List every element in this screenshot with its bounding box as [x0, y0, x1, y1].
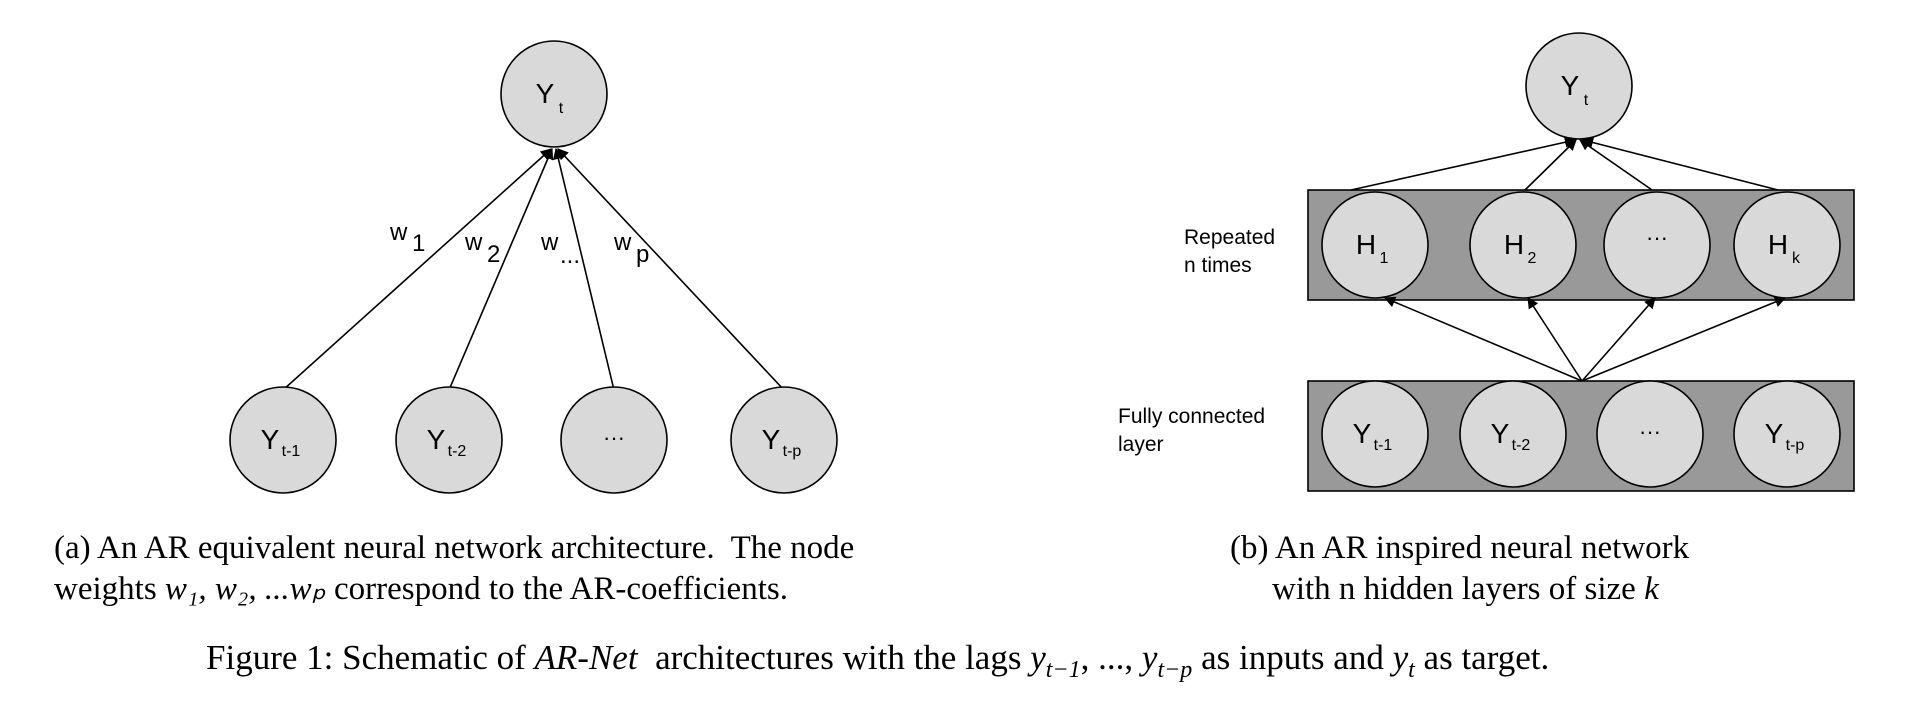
edge-b-h3 [1579, 139, 1653, 191]
edge-b-i1 [1383, 296, 1583, 382]
edge-b-i3 [1581, 297, 1656, 382]
hidden-label-line2: n times [1184, 254, 1252, 277]
node-b-input-4: Y t-p [1733, 380, 1841, 488]
node-a-input-2-sub: t-2 [448, 443, 467, 460]
panel-b-diagram: Y t H 1 H 2 ··· H k Y t-1 [1118, 32, 1855, 492]
edge-a-2 [448, 147, 554, 391]
node-b-input-1: Y t-1 [1321, 380, 1429, 488]
weight-label-1-main: w [389, 219, 408, 246]
weight-label-3: w ... [540, 229, 580, 269]
node-b-hidden-4: H k [1733, 191, 1841, 299]
node-a-input-3-main: ··· [603, 425, 625, 450]
node-b-hidden-2-main: H [1504, 229, 1524, 260]
weight-label-4-main: w [613, 229, 632, 256]
weight-label-1: w 1 [389, 219, 425, 257]
node-a-input-1: Y t-1 [229, 386, 337, 494]
figure-caption-lag1-sub: t−1 [1045, 657, 1081, 683]
figure-caption-suffix: as target. [1414, 638, 1550, 677]
edge-b-i2 [1527, 297, 1583, 382]
caption-a-line2-post: correspond to the AR-coefficients. [325, 571, 788, 607]
node-b-hidden-3-main: ··· [1646, 225, 1668, 250]
hidden-label-line1: Repeated [1184, 226, 1275, 249]
node-a-input-3: ··· [560, 386, 668, 494]
node-b-input-2-sub: t-2 [1512, 437, 1531, 454]
node-b-input-2: Y t-2 [1459, 380, 1567, 488]
node-b-input-4-sub: t-p [1786, 437, 1805, 454]
figure-caption-lag1-main: y [1030, 638, 1046, 677]
figure-caption-as-inputs: as inputs and [1192, 638, 1393, 677]
weight-label-2-sub: 2 [487, 241, 500, 268]
node-b-hidden-1: H 1 [1321, 191, 1429, 299]
node-b-hidden-3: ··· [1603, 191, 1711, 299]
figure-caption-lag2-sub: t−p [1157, 657, 1193, 683]
figure-caption-lag2-main: y [1141, 638, 1158, 677]
caption-b-k-math: k [1644, 571, 1659, 607]
node-a-input-1-main: Y [261, 424, 280, 455]
node-b-hidden-2-sub: 2 [1528, 250, 1537, 267]
caption-a-weights-math: w₁, w₂, ...wₚ [164, 571, 326, 607]
edge-a-1 [282, 148, 552, 391]
node-a-input-4: Y t-p [730, 386, 838, 494]
node-b-target-sub: t [1584, 92, 1589, 109]
figure-caption-lags-sep: , ..., [1080, 638, 1142, 677]
figure-caption-middle: architectures with the lags [637, 638, 1031, 677]
edge-a-3 [552, 147, 615, 391]
node-a-target-sub: t [559, 100, 564, 117]
node-b-target-main: Y [1561, 70, 1580, 101]
caption-b-line2: with n hidden layers of size k [1230, 569, 1689, 610]
caption-b-line2-pre: with n hidden layers of size [1272, 571, 1645, 607]
weight-label-2-main: w [464, 229, 483, 256]
weight-label-4: w p [613, 229, 649, 268]
node-a-input-1-sub: t-1 [282, 443, 301, 460]
node-b-target: Y t [1525, 32, 1633, 140]
edge-b-h2 [1524, 139, 1577, 191]
caption-b-line1: (b) An AR inspired neural network [1230, 530, 1690, 566]
node-b-input-2-main: Y [1491, 418, 1510, 449]
figure-caption-target-sub: t [1408, 657, 1415, 683]
node-b-hidden-1-sub: 1 [1380, 250, 1389, 267]
node-b-hidden-4-main: H [1768, 229, 1788, 260]
panel-a-diagram: Y t Y t-1 Y t-2 ··· Y t-p w 1 w [229, 40, 838, 494]
edge-b-h4 [1581, 137, 1779, 191]
node-b-hidden-2: H 2 [1469, 191, 1577, 299]
node-b-input-3-main: ··· [1639, 419, 1661, 444]
weight-label-1-sub: 1 [412, 230, 425, 257]
input-label-line1: Fully connected [1118, 405, 1265, 428]
input-label-line2: layer [1118, 433, 1164, 456]
node-b-input-3: ··· [1596, 380, 1704, 488]
caption-a: (a) An AR equivalent neural network arch… [54, 528, 854, 610]
node-b-input-4-main: Y [1765, 418, 1784, 449]
caption-a-line2-pre: weights [54, 571, 165, 607]
node-b-input-1-sub: t-1 [1374, 437, 1393, 454]
node-a-target-main: Y [536, 78, 555, 109]
weight-label-3-sub: ... [560, 242, 580, 269]
figure-caption-target-main: y [1392, 638, 1409, 677]
node-b-input-1-main: Y [1353, 418, 1372, 449]
edge-a-4 [557, 148, 785, 391]
caption-a-line1: (a) An AR equivalent neural network arch… [54, 530, 855, 566]
edge-b-i4 [1581, 296, 1787, 382]
weight-label-2: w 2 [464, 229, 500, 268]
weight-label-3-main: w [540, 229, 559, 256]
node-a-input-2-main: Y [427, 424, 446, 455]
node-a-target: Y t [500, 40, 608, 148]
node-a-input-4-sub: t-p [783, 443, 802, 460]
figure-caption-prefix: Figure 1: Schematic of [206, 638, 535, 677]
figure-caption-name: AR-Net [534, 638, 638, 677]
edge-b-h1 [1350, 136, 1577, 191]
caption-b: (b) An AR inspired neural network with n… [1230, 528, 1689, 610]
weight-label-4-sub: p [636, 241, 649, 268]
node-b-hidden-4-sub: k [1792, 250, 1801, 267]
node-b-hidden-1-main: H [1356, 229, 1376, 260]
node-a-input-4-main: Y [762, 424, 781, 455]
figure-caption: Figure 1: Schematic of AR-Net architectu… [206, 637, 1549, 691]
node-a-input-2: Y t-2 [395, 386, 503, 494]
caption-a-line2: weights w₁, w₂, ...wₚ correspond to the … [54, 569, 854, 610]
